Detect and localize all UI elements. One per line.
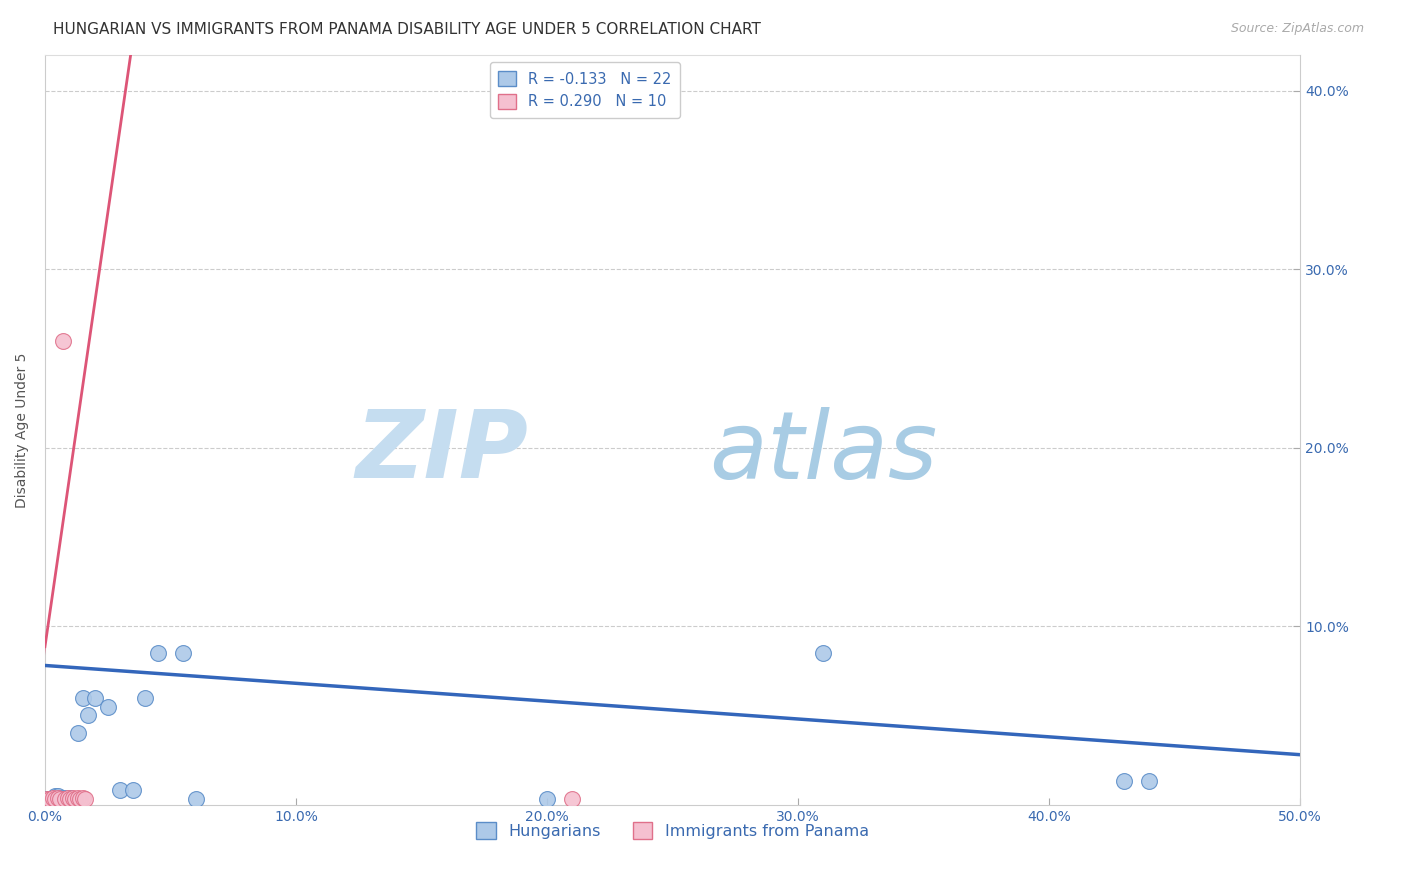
Point	[561, 792, 583, 806]
Point	[59, 790, 82, 805]
Point	[62, 792, 84, 806]
Legend: Hungarians, Immigrants from Panama: Hungarians, Immigrants from Panama	[470, 816, 875, 846]
Point	[536, 792, 558, 806]
Point	[56, 792, 79, 806]
Point	[811, 646, 834, 660]
Point	[1114, 774, 1136, 789]
Point	[49, 790, 72, 805]
Point	[41, 790, 63, 805]
Point	[51, 792, 73, 806]
Text: HUNGARIAN VS IMMIGRANTS FROM PANAMA DISABILITY AGE UNDER 5 CORRELATION CHART: HUNGARIAN VS IMMIGRANTS FROM PANAMA DISA…	[53, 22, 761, 37]
Point	[146, 646, 169, 660]
Point	[84, 690, 107, 705]
Point	[75, 792, 97, 806]
Point	[44, 792, 66, 806]
Point	[72, 690, 94, 705]
Point	[56, 790, 79, 805]
Y-axis label: Disability Age Under 5: Disability Age Under 5	[15, 352, 30, 508]
Text: ZIP: ZIP	[356, 407, 529, 499]
Point	[46, 789, 69, 803]
Point	[63, 792, 86, 806]
Point	[63, 792, 86, 806]
Point	[53, 790, 76, 805]
Point	[37, 792, 59, 806]
Point	[121, 783, 143, 797]
Point	[49, 792, 72, 806]
Point	[66, 790, 89, 805]
Point	[39, 792, 62, 806]
Point	[37, 792, 59, 806]
Point	[69, 792, 91, 806]
Point	[41, 790, 63, 805]
Point	[76, 708, 98, 723]
Point	[66, 726, 89, 740]
Text: Source: ZipAtlas.com: Source: ZipAtlas.com	[1230, 22, 1364, 36]
Point	[110, 783, 132, 797]
Point	[72, 790, 94, 805]
Point	[184, 792, 207, 806]
Point	[59, 792, 82, 806]
Point	[172, 646, 194, 660]
Point	[44, 789, 66, 803]
Point	[53, 792, 76, 806]
Point	[1139, 774, 1161, 789]
Text: atlas: atlas	[709, 407, 938, 498]
Point	[134, 690, 156, 705]
Point	[97, 699, 120, 714]
Point	[62, 790, 84, 805]
Point	[46, 790, 69, 805]
Point	[51, 334, 73, 348]
